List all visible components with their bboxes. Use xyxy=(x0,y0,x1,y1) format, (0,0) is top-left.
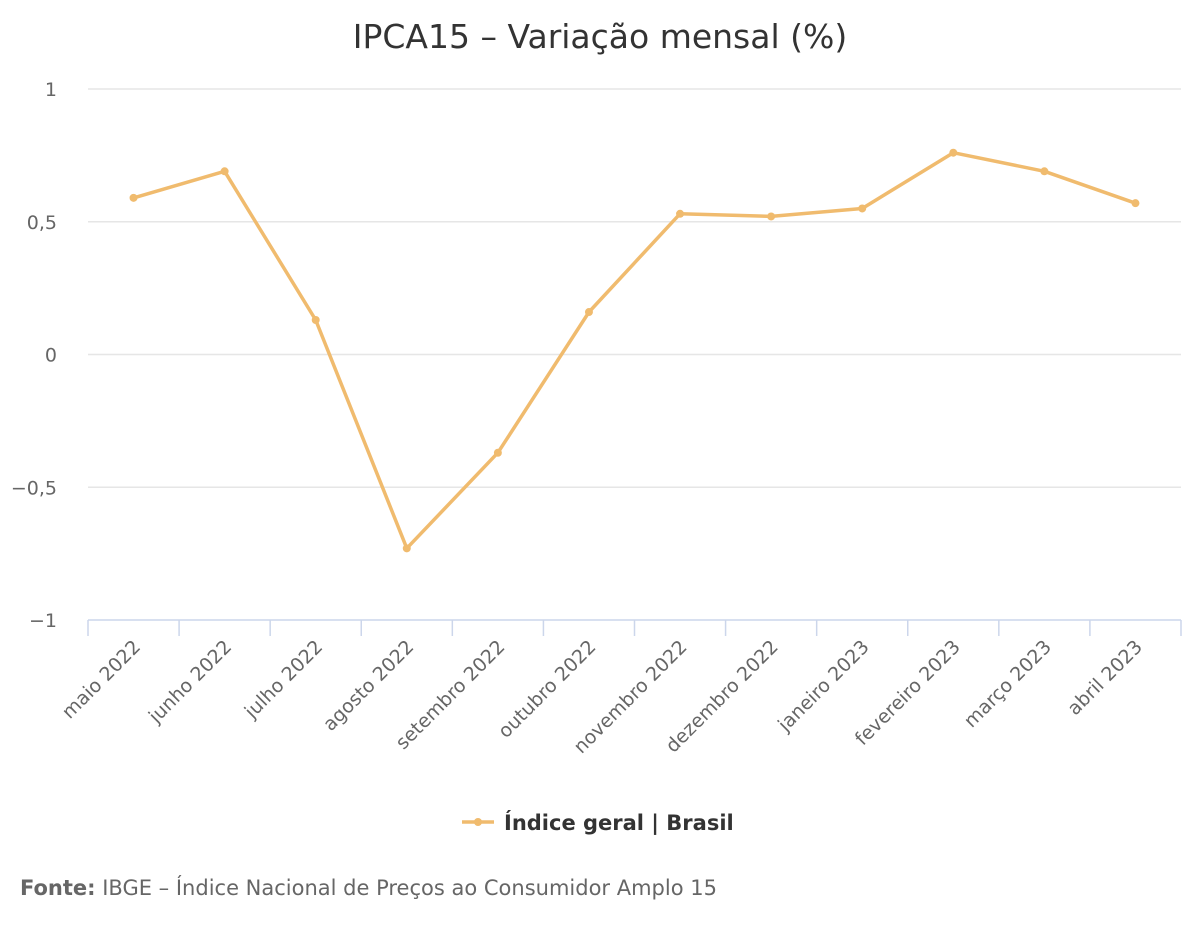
x-tick-label: março 2023 xyxy=(960,636,1056,732)
series-line xyxy=(131,150,1138,551)
y-tick-label: 0 xyxy=(45,345,57,367)
data-point[interactable] xyxy=(1040,167,1049,176)
gridlines xyxy=(88,88,1181,488)
x-tick-label: julho 2022 xyxy=(240,636,327,723)
series-layer xyxy=(129,148,1140,553)
data-point[interactable] xyxy=(858,204,867,213)
x-tick-label: agosto 2022 xyxy=(319,636,418,735)
y-tick-label: −1 xyxy=(29,610,57,632)
data-point[interactable] xyxy=(129,193,138,202)
legend[interactable]: Índice geral | Brasil xyxy=(462,810,734,836)
data-point[interactable] xyxy=(949,148,958,157)
data-point[interactable] xyxy=(676,209,685,218)
legend-label[interactable]: Índice geral | Brasil xyxy=(504,810,734,836)
data-point[interactable] xyxy=(584,308,593,317)
x-tick-label: abril 2023 xyxy=(1063,636,1147,720)
data-point[interactable] xyxy=(767,212,776,221)
y-tick-label: −0,5 xyxy=(11,477,57,499)
legend-marker xyxy=(474,818,482,826)
source-note: Fonte: IBGE – Índice Nacional de Preços … xyxy=(20,876,717,900)
source-label: Fonte: xyxy=(20,876,96,900)
data-point[interactable] xyxy=(311,315,320,324)
data-point[interactable] xyxy=(402,544,411,553)
x-tick-label: junho 2022 xyxy=(144,636,236,728)
x-tick-label: maio 2022 xyxy=(58,636,145,723)
y-tick-label: 1 xyxy=(45,79,57,101)
y-tick-label: 0,5 xyxy=(27,212,57,234)
x-tick-label: janeiro 2023 xyxy=(773,636,874,737)
source-text: IBGE – Índice Nacional de Preços ao Cons… xyxy=(95,876,717,900)
data-point[interactable] xyxy=(220,167,229,176)
data-point[interactable] xyxy=(493,448,502,457)
data-point[interactable] xyxy=(1131,199,1140,208)
chart-title: IPCA15 – Variação mensal (%) xyxy=(353,17,848,56)
y-axis: 1 0,5 0 −0,5 −1 xyxy=(11,79,57,632)
